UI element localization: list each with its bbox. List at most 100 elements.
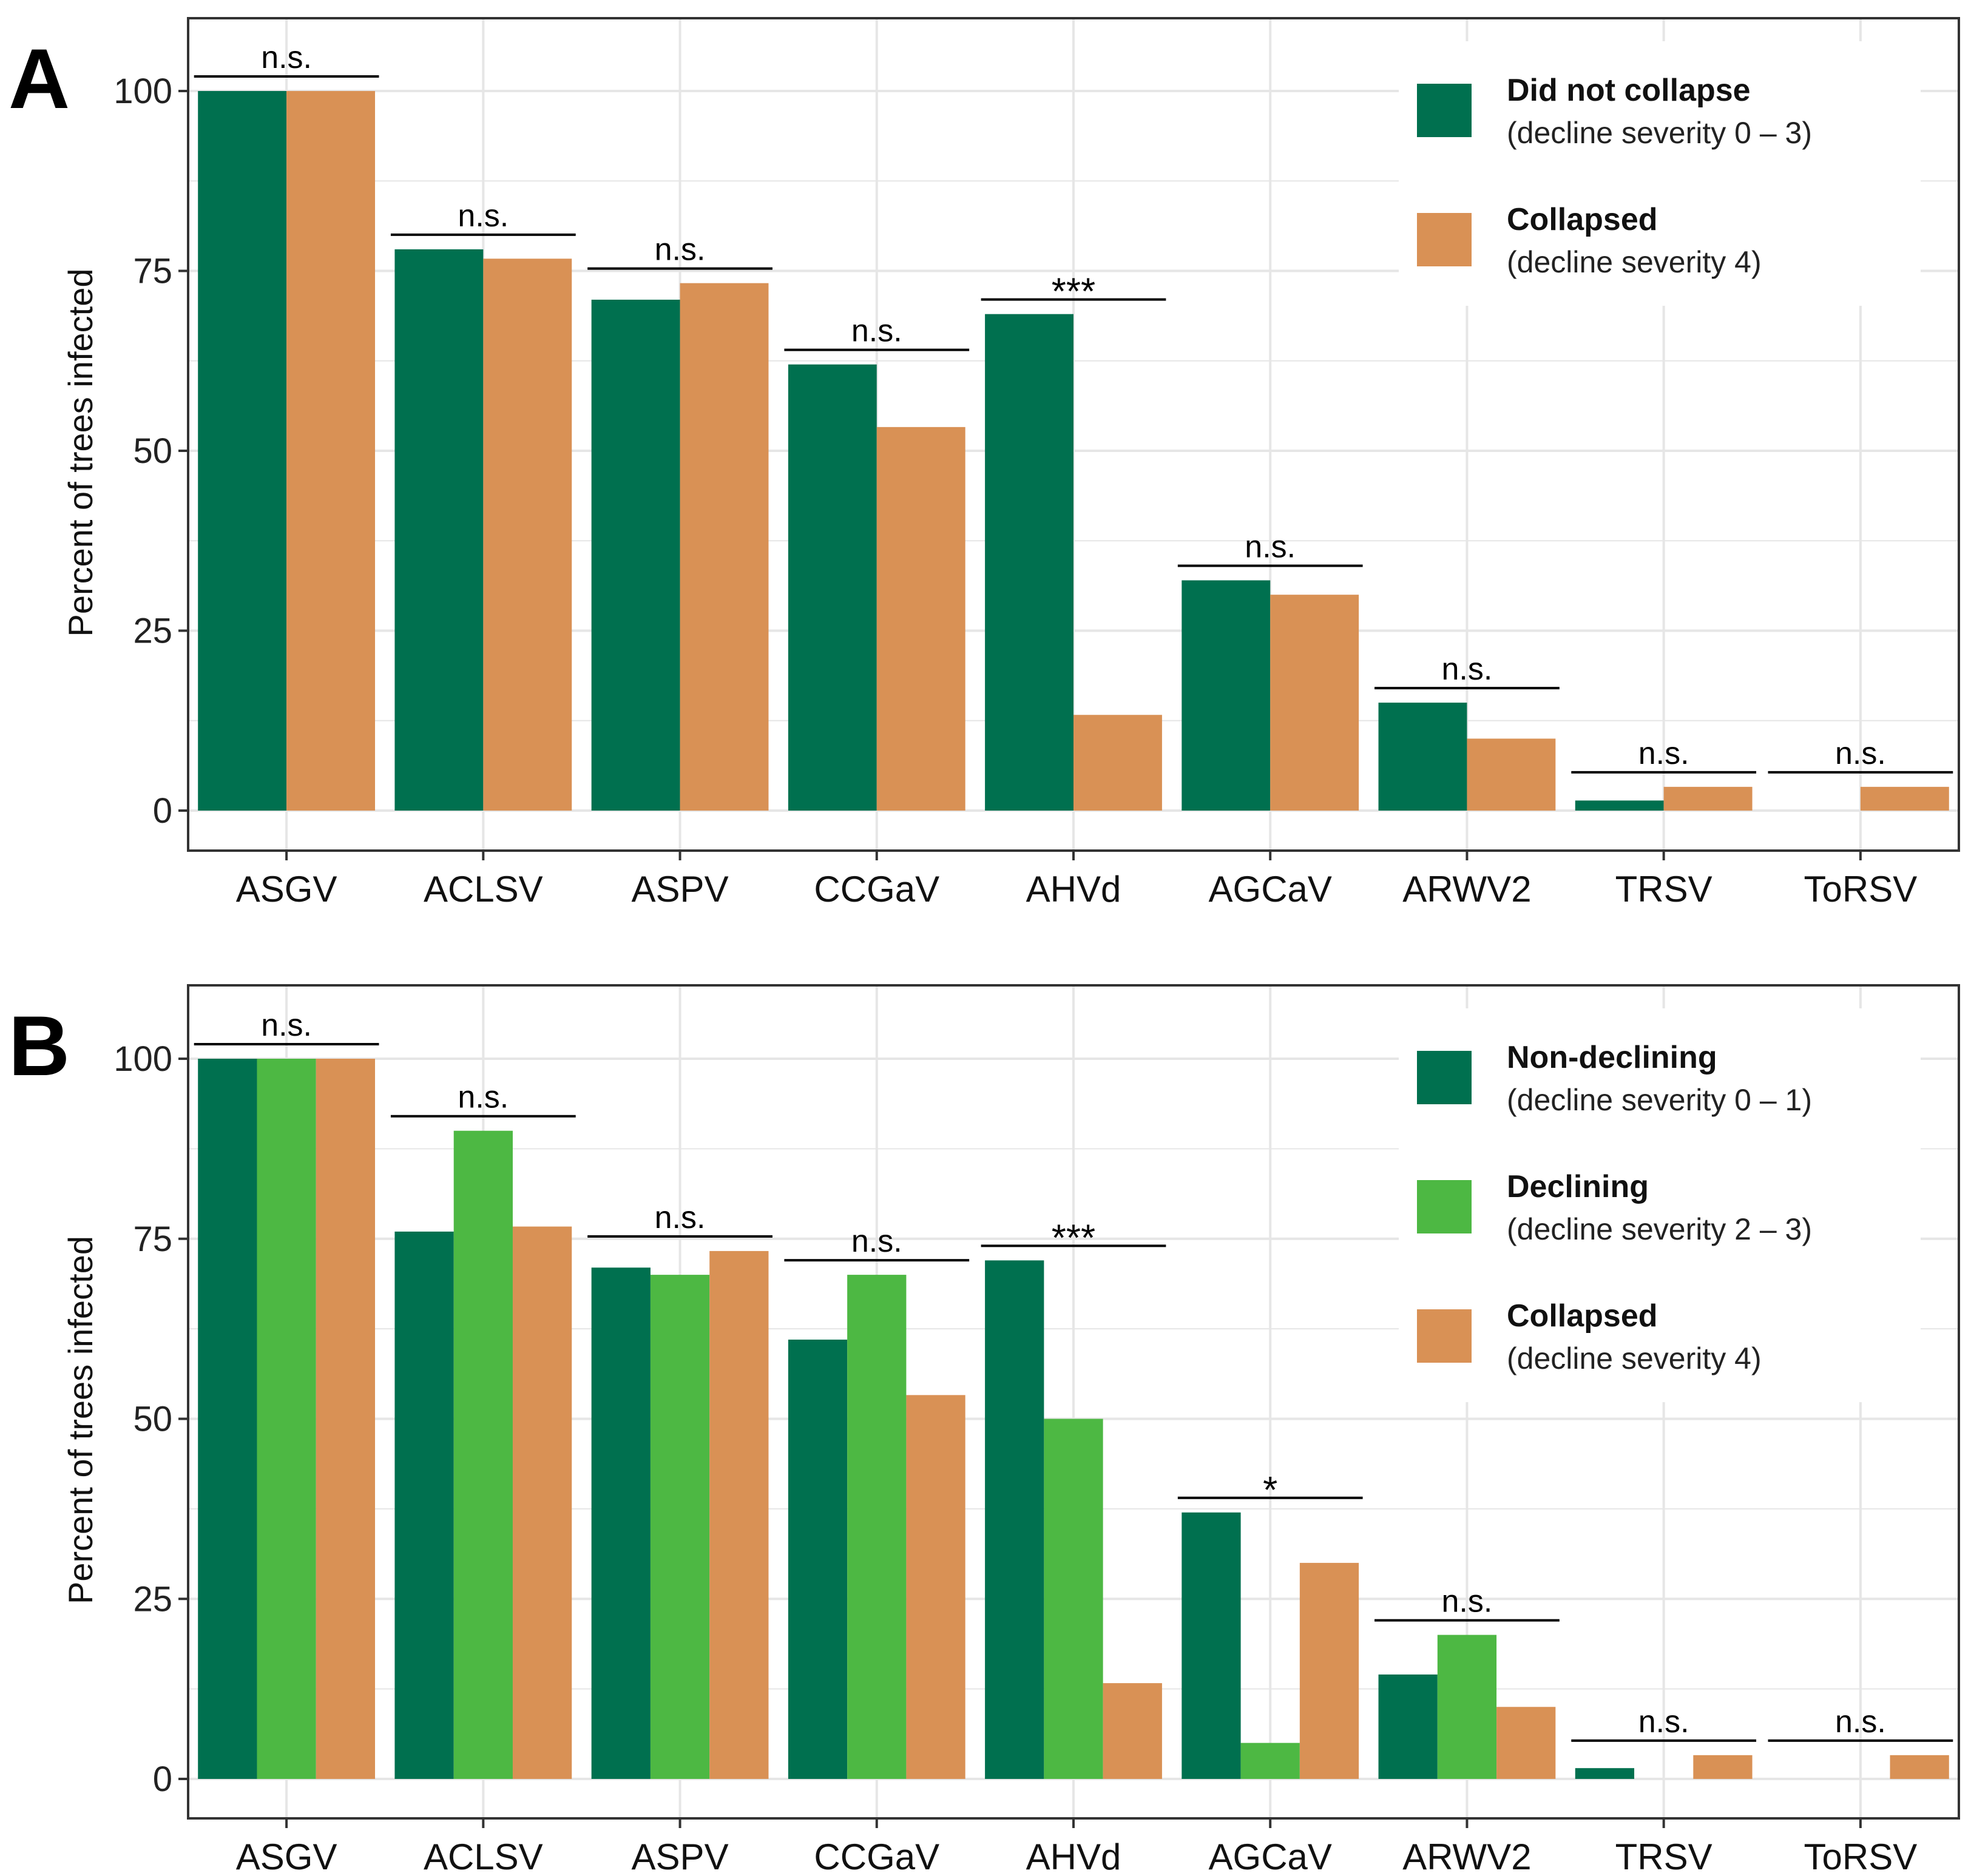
y-tick-label: 100: [113, 1039, 172, 1079]
bar-ahvd-did-not-collapse: [985, 314, 1073, 811]
legend-sublabel: (decline severity 2 – 3): [1507, 1212, 1812, 1246]
legend-label: Collapsed: [1507, 202, 1658, 237]
chart-panel-b: n.s.n.s.n.s.n.s. ****n.s.n.s. n.s.02550751…: [8, 984, 1960, 1876]
significance-label: n.s.: [261, 40, 312, 75]
bar-ccgav-declining: [847, 1275, 907, 1779]
x-tick-label: ACLSV: [424, 1837, 543, 1873]
bar-trsv-collapsed: [1693, 1755, 1753, 1779]
panel-label: B: [8, 998, 70, 1093]
x-tick-label: ToRSV: [1804, 1837, 1918, 1873]
bar-ahvd-non-declining: [985, 1260, 1044, 1779]
legend-background: [1399, 1008, 1921, 1402]
bar-aspv-collapsed: [709, 1250, 769, 1779]
x-tick-label: AGCaV: [1209, 869, 1332, 909]
bar-arwv2-did-not-collapse: [1378, 703, 1467, 811]
x-tick-label: ARWV2: [1402, 1837, 1531, 1873]
x-tick-label: ASPV: [632, 1837, 729, 1873]
bar-trsv-did-not-collapse: [1575, 800, 1664, 811]
bar-aspv-declining: [650, 1275, 710, 1779]
y-tick-label: 75: [133, 1220, 172, 1259]
significance-label: n.s.: [458, 198, 509, 234]
y-tick-label: 25: [133, 612, 172, 651]
bar-aclsv-did-not-collapse: [394, 249, 484, 811]
bar-aspv-collapsed: [680, 283, 769, 811]
legend-label: Collapsed: [1507, 1298, 1658, 1334]
y-tick-label: 100: [113, 72, 172, 111]
significance-label: n.s.: [1638, 736, 1689, 771]
legend-background: [1399, 41, 1921, 306]
significance-label: n.s.: [851, 314, 902, 349]
significance-label: n.s.: [1835, 1704, 1886, 1739]
legend-sublabel: (decline severity 0 – 1): [1507, 1083, 1812, 1117]
bar-ccgav-collapsed: [876, 427, 965, 811]
significance-label: n.s.: [655, 1200, 706, 1235]
y-tick-label: 50: [133, 431, 172, 471]
legend-label: Non-declining: [1507, 1040, 1717, 1075]
legend-label: Did not collapse: [1507, 73, 1751, 108]
legend-sublabel: (decline severity 4): [1507, 1341, 1762, 1375]
legend-sublabel: (decline severity 0 – 3): [1507, 116, 1812, 150]
x-tick-label: ToRSV: [1804, 869, 1918, 909]
significance-label: ***: [1052, 1217, 1095, 1259]
bar-aclsv-non-declining: [394, 1231, 454, 1779]
bar-aclsv-declining: [453, 1130, 513, 1779]
x-tick-label: ARWV2: [1402, 869, 1531, 909]
bar-asgv-did-not-collapse: [198, 91, 287, 811]
legend-sublabel: (decline severity 4): [1507, 245, 1762, 279]
bar-aclsv-collapsed: [483, 258, 572, 811]
bar-ccgav-collapsed: [906, 1395, 965, 1779]
bar-ccgav-did-not-collapse: [788, 364, 877, 811]
bar-agcav-collapsed: [1270, 595, 1359, 811]
bar-ahvd-declining: [1044, 1419, 1103, 1779]
significance-label: ***: [1052, 271, 1095, 313]
y-tick-label: 50: [133, 1400, 172, 1439]
bar-aspv-non-declining: [591, 1267, 651, 1779]
x-tick-label: ASGV: [236, 1837, 337, 1873]
significance-label: *: [1263, 1469, 1277, 1511]
significance-label: n.s.: [1835, 736, 1886, 771]
legend-key: [1417, 1180, 1472, 1233]
legend-key: [1417, 213, 1472, 266]
bar-arwv2-non-declining: [1378, 1674, 1438, 1779]
significance-label: n.s.: [1245, 529, 1296, 564]
y-tick-label: 25: [133, 1579, 172, 1619]
legend-key: [1417, 1051, 1472, 1104]
x-tick-label: CCGaV: [814, 869, 939, 909]
bar-agcav-did-not-collapse: [1182, 580, 1271, 811]
significance-label: n.s.: [458, 1080, 509, 1115]
bar-aspv-did-not-collapse: [591, 299, 680, 811]
significance-label: n.s.: [655, 232, 706, 268]
x-tick-label: TRSV: [1615, 869, 1712, 909]
bar-agcav-collapsed: [1299, 1562, 1359, 1779]
significance-label: n.s.: [1442, 652, 1493, 687]
bar-torsv-collapsed: [1890, 1755, 1949, 1779]
x-tick-label: AHVd: [1026, 869, 1121, 909]
significance-label: n.s.: [261, 1008, 312, 1043]
y-tick-label: 75: [133, 252, 172, 291]
x-tick-label: ASPV: [632, 869, 729, 909]
bar-asgv-declining: [257, 1059, 316, 1779]
y-tick-label: 0: [153, 1760, 172, 1799]
bar-ahvd-collapsed: [1103, 1683, 1162, 1779]
x-tick-label: TRSV: [1615, 1837, 1712, 1873]
bar-ccgav-non-declining: [788, 1339, 848, 1779]
legend-label: Declining: [1507, 1169, 1649, 1204]
y-tick-label: 0: [153, 791, 172, 831]
significance-label: n.s.: [1442, 1584, 1493, 1619]
x-tick-label: AGCaV: [1209, 1837, 1332, 1873]
x-tick-label: AHVd: [1026, 1837, 1121, 1873]
panel-label: A: [8, 31, 70, 126]
bar-ahvd-collapsed: [1073, 715, 1162, 811]
bar-agcav-declining: [1240, 1743, 1300, 1779]
bar-trsv-collapsed: [1663, 786, 1753, 811]
x-tick-label: CCGaV: [814, 1837, 939, 1873]
bar-arwv2-collapsed: [1467, 738, 1556, 811]
bar-agcav-non-declining: [1182, 1512, 1241, 1779]
bar-asgv-collapsed: [286, 91, 376, 811]
bar-aclsv-collapsed: [512, 1226, 572, 1779]
legend: Did not collapse (decline severity 0 – 3)…: [1399, 41, 1921, 306]
legend-key: [1417, 1309, 1472, 1363]
y-axis-label: Percent of trees infected: [61, 1236, 100, 1604]
